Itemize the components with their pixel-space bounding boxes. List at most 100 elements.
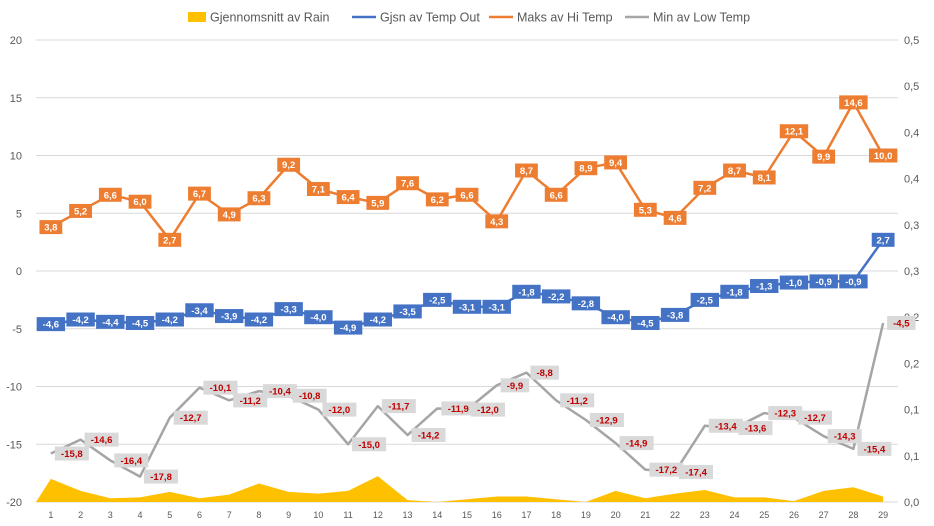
y-right-tick-label: 0,5	[904, 81, 919, 93]
data-label-box	[66, 312, 95, 327]
data-label: -1,0	[786, 278, 802, 289]
data-label-box	[633, 202, 657, 217]
y-right-tick-label: 0,4	[904, 127, 919, 139]
y-left-tick-label: 15	[10, 93, 22, 105]
x-tick-label: 18	[551, 510, 561, 520]
x-tick-label: 17	[521, 510, 531, 520]
data-label-box	[144, 469, 179, 484]
data-label: -12,3	[774, 409, 796, 420]
x-tick-label: 20	[611, 510, 621, 520]
data-label: 8,7	[728, 166, 741, 177]
data-label: -3,1	[459, 302, 476, 313]
data-label-box	[84, 432, 119, 447]
data-label: -11,9	[448, 404, 469, 415]
data-label-box	[471, 402, 505, 417]
data-label: -16,4	[120, 456, 142, 467]
data-label: -1,3	[756, 282, 772, 293]
data-label: -4,2	[370, 315, 386, 326]
data-label: -4,4	[102, 317, 119, 328]
data-label-box	[693, 180, 717, 195]
data-label-box	[649, 462, 684, 477]
data-label-box	[544, 187, 568, 202]
data-label: -0,9	[845, 277, 861, 288]
data-label-box	[247, 191, 271, 206]
data-label: 3,8	[44, 223, 57, 234]
data-label: -17,4	[685, 467, 707, 478]
data-label-box	[233, 393, 268, 408]
data-label: 12,1	[785, 127, 804, 138]
data-label: 4,6	[668, 213, 681, 224]
data-label-box	[352, 437, 387, 452]
data-label: -12,0	[329, 405, 351, 416]
data-label: 5,9	[371, 198, 384, 209]
y-right-tick-label: 0,1	[904, 405, 919, 417]
data-label-box	[125, 315, 155, 330]
data-label-box	[663, 210, 687, 225]
data-label-box	[690, 292, 719, 307]
data-label-box	[619, 436, 654, 451]
data-label-box	[333, 320, 363, 335]
data-label: 6,6	[550, 190, 563, 201]
data-label: 4,3	[490, 217, 503, 228]
data-label: -3,9	[221, 312, 237, 323]
data-label: 9,2	[282, 160, 295, 171]
data-label-box	[500, 378, 530, 393]
data-label: -2,8	[578, 299, 594, 310]
data-label-box	[114, 453, 149, 468]
data-label: 6,4	[341, 193, 355, 204]
data-label-box	[604, 155, 628, 170]
data-label: -10,1	[210, 383, 232, 394]
data-label: 6,7	[193, 189, 206, 200]
data-label: -14,2	[418, 431, 440, 442]
x-tick-label: 5	[167, 510, 172, 520]
data-label-box	[768, 406, 803, 421]
data-label-box	[39, 220, 63, 235]
data-label: -4,0	[607, 313, 623, 324]
x-tick-label: 23	[700, 510, 710, 520]
legend-label: Gjennomsnitt av Rain	[210, 11, 330, 25]
data-label: 6,6	[460, 190, 473, 201]
data-label-box	[336, 190, 360, 205]
data-label: -4,6	[43, 320, 59, 331]
data-label: 8,1	[758, 173, 772, 184]
data-label: 4,9	[223, 210, 236, 221]
x-tick-label: 29	[878, 510, 888, 520]
data-label-box	[752, 170, 776, 185]
x-tick-label: 21	[640, 510, 650, 520]
data-label: -14,6	[91, 435, 113, 446]
data-label: -9,9	[507, 381, 523, 392]
data-label: -11,2	[240, 396, 261, 407]
data-label: -4,0	[310, 313, 326, 324]
x-tick-label: 10	[313, 510, 323, 520]
data-label: 7,6	[401, 179, 414, 190]
x-tick-label: 1	[48, 510, 53, 520]
x-tick-label: 11	[343, 510, 352, 520]
data-label-box	[723, 163, 746, 178]
data-label: -2,5	[429, 295, 446, 306]
data-label: -12,9	[596, 415, 618, 426]
data-label: -2,2	[548, 292, 564, 303]
data-label: -10,8	[299, 391, 321, 402]
data-label: -4,5	[132, 318, 149, 329]
data-label: 7,1	[312, 184, 326, 195]
data-label: -2,5	[697, 295, 714, 306]
legend-label: Maks av Hi Temp	[517, 11, 613, 25]
x-tick-label: 3	[108, 510, 113, 520]
x-tick-label: 26	[789, 510, 799, 520]
x-tick-label: 22	[670, 510, 680, 520]
data-label: -4,9	[340, 323, 356, 334]
y-right-tick-label: 0,5	[904, 35, 919, 47]
y-left-tick-label: -10	[6, 382, 22, 394]
data-label: -11,2	[567, 396, 588, 407]
x-tick-label: 7	[227, 510, 232, 520]
data-label: -1,8	[518, 287, 534, 298]
data-label-box	[155, 312, 184, 327]
legend-label: Gjsn av Temp Out	[380, 11, 480, 25]
data-label-box	[779, 124, 809, 139]
x-tick-label: 24	[730, 510, 740, 520]
y-right-tick-label: 0,1	[904, 451, 919, 463]
data-label-box	[158, 232, 182, 247]
y-left-tick-label: -15	[6, 439, 22, 451]
data-label-box	[128, 194, 152, 209]
